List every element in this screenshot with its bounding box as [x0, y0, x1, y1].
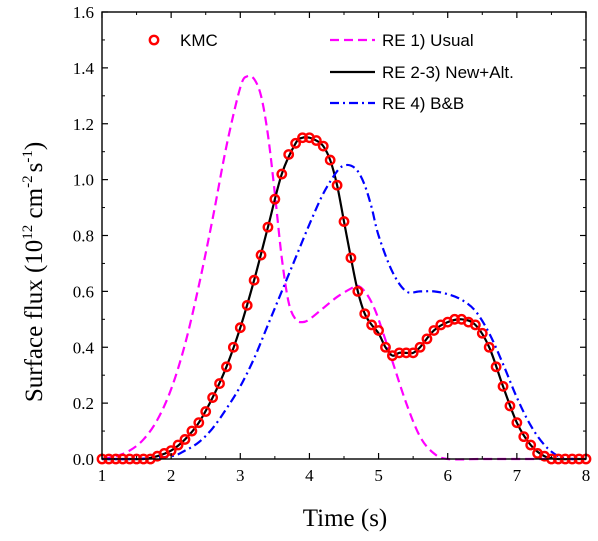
kmc-point [511, 417, 523, 429]
y-axis-title-mid: cm [21, 187, 48, 224]
legend-entry-2: RE 2-3) New+Alt. [330, 63, 514, 82]
kmc-point [248, 274, 260, 286]
kmc-point [483, 341, 495, 353]
legend: KMC RE 1) Usual RE 2-3) New+Alt. RE 4) B&B [148, 31, 514, 113]
kmc-point [227, 341, 239, 353]
kmc-point [310, 135, 322, 146]
series-line-3 [101, 163, 587, 461]
kmc-point [393, 347, 405, 359]
legend-entry-3: RE 4) B&B [330, 94, 464, 113]
y-axis-title-suffix: ) [21, 142, 48, 150]
series-layer [96, 74, 592, 465]
kmc-point [525, 439, 537, 451]
series-line-2 [102, 136, 586, 461]
kmc-point [186, 425, 198, 437]
y-tick-label: 0.6 [73, 282, 94, 301]
x-tick-label: 6 [443, 466, 452, 485]
legend-label: RE 1) Usual [382, 31, 474, 50]
x-tick-label: 7 [513, 466, 522, 485]
kmc-point [214, 378, 225, 389]
kmc-point [449, 313, 461, 325]
y-tick-label: 1.4 [73, 59, 95, 78]
kmc-point [490, 361, 502, 373]
kmc-point [234, 322, 246, 334]
kmc-point [193, 417, 205, 429]
y-tick-label: 0.4 [73, 338, 95, 357]
kmc-point [352, 285, 364, 297]
kmc-point [428, 325, 440, 336]
kmc-point [469, 319, 481, 331]
kmc-point [324, 154, 336, 166]
x-tick-label: 2 [167, 466, 176, 485]
kmc-point [317, 140, 329, 152]
kmc-point [359, 308, 371, 320]
x-axis-title: Time (s) [303, 505, 388, 532]
x-tick-label: 3 [236, 466, 245, 485]
y-tick-label: 0.8 [73, 227, 94, 246]
kmc-point [179, 434, 191, 445]
y-axis-title-exp1: 12 [20, 225, 36, 240]
kmc-point [504, 400, 516, 412]
kmc-point [276, 168, 288, 180]
kmc-point [400, 347, 412, 359]
kmc-point [414, 341, 426, 353]
y-axis-title: Surface flux (1012 cm-2 s-1) [20, 142, 48, 402]
legend-entry-0: KMC [148, 31, 218, 50]
y-axis-title-exp2: -2 [20, 175, 36, 188]
kmc-point [262, 221, 274, 233]
kmc-point [269, 193, 281, 205]
legend-label: KMC [180, 31, 218, 50]
axes-layer: 1 2 3 4 5 6 7 8 0.0 0.2 0.4 0.6 0.8 1.0 1.2 1.4 1.6 [73, 3, 591, 485]
kmc-point [518, 431, 530, 443]
plot-area [102, 12, 586, 459]
y-tick-label: 0.0 [73, 450, 94, 469]
kmc-point [476, 327, 488, 339]
x-tick-label: 4 [305, 466, 314, 485]
series-line-1 [101, 74, 586, 461]
x-tick-label: 8 [582, 466, 591, 485]
kmc-point [207, 392, 219, 403]
kmc-point [366, 319, 378, 331]
kmc-point [338, 216, 350, 227]
x-tick-label: 5 [374, 466, 383, 485]
kmc-point [172, 439, 184, 451]
legend-marker [148, 34, 160, 46]
kmc-point [241, 299, 253, 311]
legend-label: RE 2-3) New+Alt. [382, 63, 514, 82]
x-tick-label: 1 [98, 466, 107, 485]
kmc-point [497, 380, 509, 392]
y-axis-title-exp3: -1 [20, 150, 36, 163]
kmc-point [345, 252, 357, 264]
kmc-point [373, 325, 384, 336]
y-tick-label: 1.0 [73, 171, 94, 190]
legend-entry-1: RE 1) Usual [330, 31, 474, 50]
y-axis-title-mid2: s [21, 163, 48, 173]
kmc-point [221, 361, 232, 373]
y-tick-label: 1.6 [73, 3, 94, 22]
kmc-point [255, 249, 267, 261]
y-tick-label: 0.2 [73, 394, 94, 413]
legend-label: RE 4) B&B [382, 94, 464, 113]
kmc-point [283, 149, 295, 160]
y-axis-title-prefix: Surface flux (10 [21, 240, 48, 402]
kmc-point [421, 333, 433, 345]
plot-background [102, 12, 586, 459]
kmc-point [331, 179, 343, 191]
kmc-point [200, 406, 212, 417]
kmc-point [407, 347, 419, 359]
kmc-point [297, 132, 308, 144]
kmc-point [290, 137, 301, 149]
y-tick-label: 1.2 [73, 115, 94, 134]
kmc-point [380, 341, 391, 353]
